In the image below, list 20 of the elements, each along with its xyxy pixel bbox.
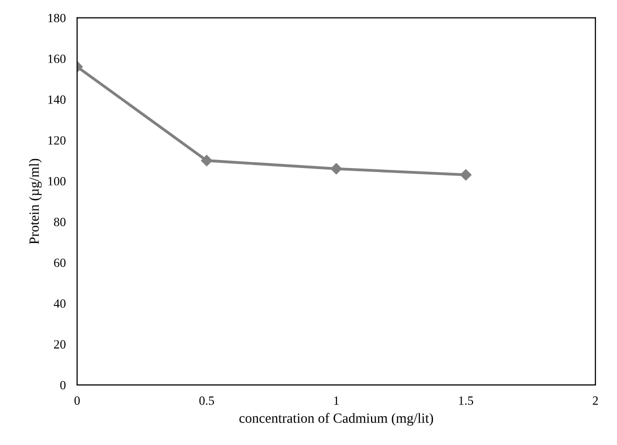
point [201, 154, 212, 166]
y-tick-label: 120 [48, 136, 66, 145]
y-tick-label: 80 [54, 218, 66, 226]
point [460, 169, 472, 180]
y-tick-label: 60 [54, 258, 66, 268]
y-axis-title: Protein (µg/ml) [29, 158, 42, 244]
x-tick-label: 2 [592, 396, 598, 405]
y-tick-label: 100 [48, 176, 66, 186]
x-tick-label: 0 [74, 396, 80, 405]
x-tick-label: 0.5 [199, 396, 214, 405]
y-tick-label: 180 [48, 14, 66, 22]
x-tick-label: 1.5 [459, 396, 474, 405]
y-tick-label: 160 [48, 54, 66, 64]
point [330, 163, 342, 174]
y-tick-label: 140 [48, 95, 66, 104]
x-tick-label: 1 [334, 396, 339, 405]
y-tick-label: 20 [54, 340, 66, 349]
y-tick-label: 40 [54, 299, 66, 308]
y-tick-label: 0 [60, 380, 66, 390]
x-axis-title: concentration of Cadmium (mg/lit) [239, 412, 434, 426]
